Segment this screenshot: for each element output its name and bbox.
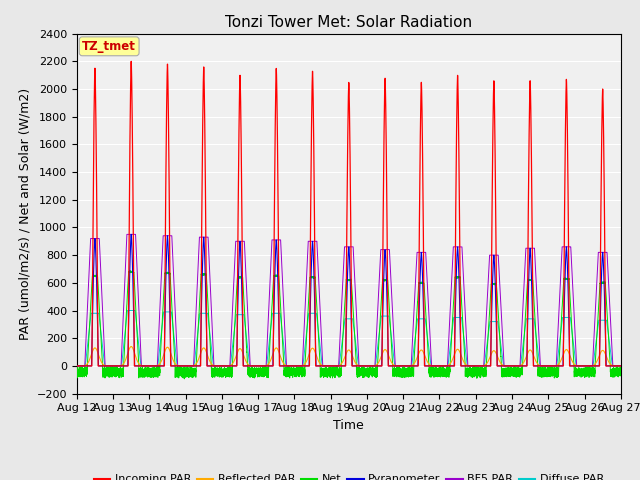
Title: Tonzi Tower Met: Solar Radiation: Tonzi Tower Met: Solar Radiation: [225, 15, 472, 30]
Legend: Incoming PAR, Reflected PAR, Net, Pyranometer, BF5 PAR, Diffuse PAR: Incoming PAR, Reflected PAR, Net, Pyrano…: [89, 470, 609, 480]
Text: TZ_tmet: TZ_tmet: [82, 40, 136, 53]
Y-axis label: PAR (umol/m2/s) / Net and Solar (W/m2): PAR (umol/m2/s) / Net and Solar (W/m2): [18, 87, 31, 340]
X-axis label: Time: Time: [333, 419, 364, 432]
